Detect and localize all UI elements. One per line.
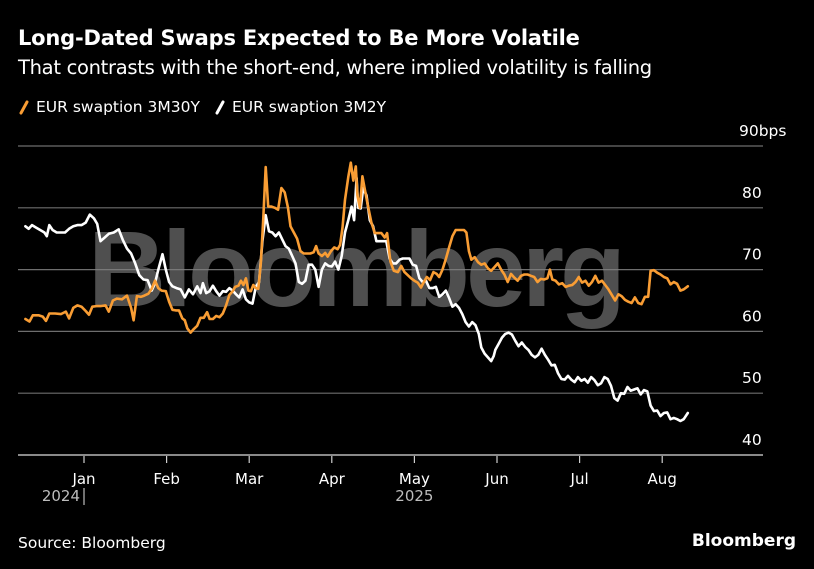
y-tick-label: 50 (742, 369, 762, 387)
y-tick-label: 80 (742, 184, 762, 202)
x-axis: Jan Feb Mar Apr May Jun Jul Aug 2024 2025 (42, 456, 677, 505)
x-tick-label: Apr (319, 470, 346, 488)
year-label: 2024 (42, 487, 80, 505)
bloomberg-logo: Bloomberg (691, 531, 796, 551)
y-tick-label: 60 (742, 307, 762, 325)
year-label: 2025 (395, 487, 433, 505)
series-line-3m30y (24, 161, 690, 334)
x-tick-label: Jan (71, 470, 95, 488)
x-tick-label: Aug (648, 470, 677, 488)
chart-subtitle: That contrasts with the short-end, where… (18, 56, 652, 79)
chart-title: Long-Dated Swaps Expected to Be More Vol… (18, 26, 580, 50)
x-tick-label: Jun (484, 470, 508, 488)
legend-item-3m30y: EUR swaption 3M30Y (18, 98, 200, 116)
x-tick-label: Jul (570, 470, 589, 488)
source-note: Source: Bloomberg (18, 534, 166, 552)
x-tick-label: Mar (235, 470, 264, 488)
legend-label-3m30y: EUR swaption 3M30Y (36, 98, 200, 116)
series-lines (24, 161, 690, 423)
y-axis: 40 50 60 70 80 90bps (739, 122, 786, 449)
legend: EUR swaption 3M30Y EUR swaption 3M2Y (18, 98, 386, 116)
y-tick-label: 40 (742, 431, 762, 449)
bloomberg-watermark: Bloomberg (88, 208, 622, 329)
x-tick-label: May (399, 470, 430, 488)
x-tick-label: Feb (153, 470, 180, 488)
legend-item-3m2y: EUR swaption 3M2Y (214, 98, 386, 116)
legend-swatch-3m30y (19, 100, 29, 115)
legend-swatch-3m2y (215, 100, 225, 115)
y-tick-label: 70 (742, 246, 762, 264)
legend-label-3m2y: EUR swaption 3M2Y (231, 98, 387, 116)
y-tick-label: 90bps (739, 122, 786, 140)
